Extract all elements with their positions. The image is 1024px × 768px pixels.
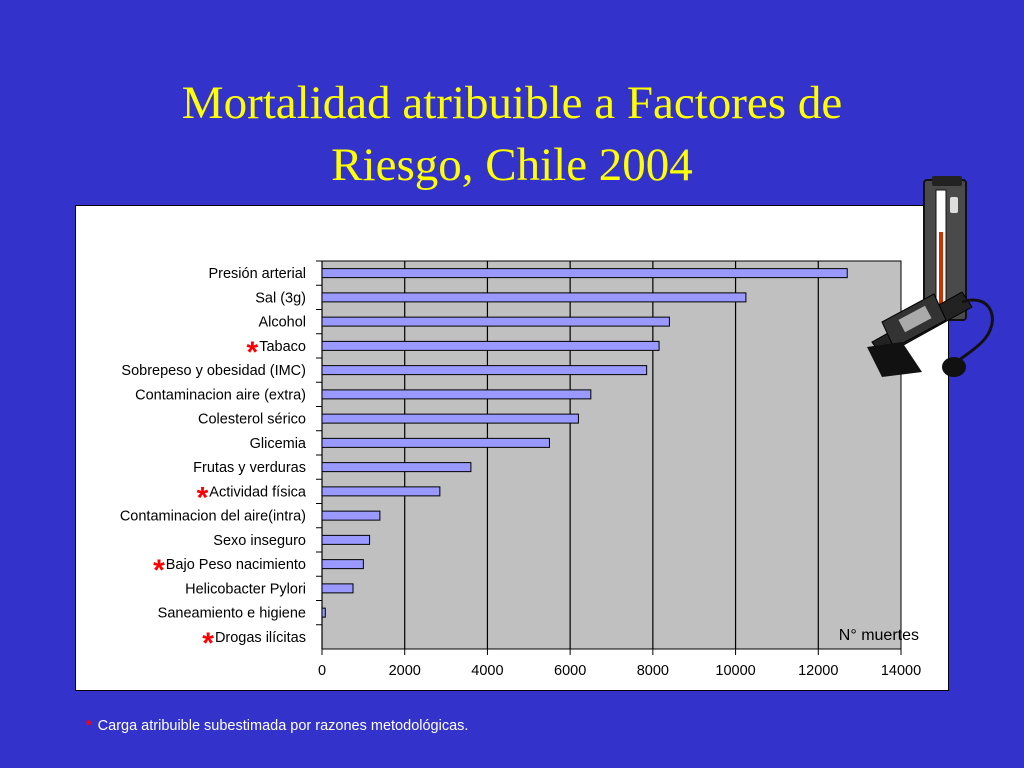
category-label: Contaminacion del aire(intra) <box>120 509 306 525</box>
category-label: Saneamiento e higiene <box>158 606 306 622</box>
star-marker: * <box>153 554 165 587</box>
bar <box>321 316 670 327</box>
bar <box>321 268 848 279</box>
x-tick-label: 6000 <box>554 663 586 679</box>
bar <box>321 486 441 497</box>
x-tick-label: 12000 <box>798 663 838 679</box>
bar <box>321 365 648 376</box>
x-tick-label: 14000 <box>881 663 921 679</box>
star-marker: * <box>202 627 214 660</box>
chart-container: 0 2000 4000 6000 8000 10000 12000 14000 Presión … <box>75 205 949 691</box>
title-line-1: Mortalidad atribuible a Factores de <box>181 77 843 129</box>
category-label: Sal (3g) <box>255 290 306 306</box>
x-axis-title: N° muertes <box>839 627 919 644</box>
category-label: Tabaco <box>259 339 306 355</box>
bar <box>321 607 326 618</box>
category-label: Sobrepeso y obesidad (IMC) <box>121 363 306 379</box>
star-marker: * <box>197 481 209 514</box>
bar-chart: 0 2000 4000 6000 8000 10000 12000 14000 Presión … <box>120 260 921 679</box>
category-label: Actividad física <box>209 484 307 500</box>
bar <box>321 292 747 303</box>
title-line-2: Riesgo, Chile 2004 <box>331 139 693 191</box>
bar <box>321 559 364 570</box>
bar <box>321 413 579 424</box>
category-label: Sexo inseguro <box>213 533 306 549</box>
category-label: Helicobacter Pylori <box>185 581 306 597</box>
blood-pressure-monitor-icon <box>867 176 994 377</box>
category-label: Colesterol sérico <box>198 412 306 428</box>
bar <box>321 389 592 400</box>
footnote-text: Carga atribuible subestimada por razones… <box>97 718 469 734</box>
bar <box>321 534 371 545</box>
category-label: Contaminacion aire (extra) <box>135 387 306 403</box>
bar <box>321 583 354 594</box>
x-tick-label: 0 <box>318 663 326 679</box>
category-label: Alcohol <box>258 315 306 331</box>
footnote: * Carga atribuible subestimada por razone… <box>86 718 468 734</box>
category-label: Bajo Peso nacimiento <box>166 557 306 573</box>
footnote-star: * <box>86 718 92 734</box>
category-label: Presión arterial <box>208 266 306 282</box>
bar <box>321 462 472 473</box>
star-marker: * <box>247 336 259 369</box>
bar <box>321 437 550 448</box>
x-tick-label: 10000 <box>715 663 755 679</box>
category-label: Frutas y verduras <box>193 460 306 476</box>
category-label: Drogas ilícitas <box>215 630 306 646</box>
category-label: Glicemia <box>250 436 307 452</box>
x-tick-label: 8000 <box>637 663 669 679</box>
bar <box>321 510 381 521</box>
x-tick-label: 2000 <box>389 663 421 679</box>
slide-title: Mortalidad atribuible a Factores de Ries… <box>0 72 1024 196</box>
bar <box>321 340 660 351</box>
x-tick-label: 4000 <box>471 663 503 679</box>
